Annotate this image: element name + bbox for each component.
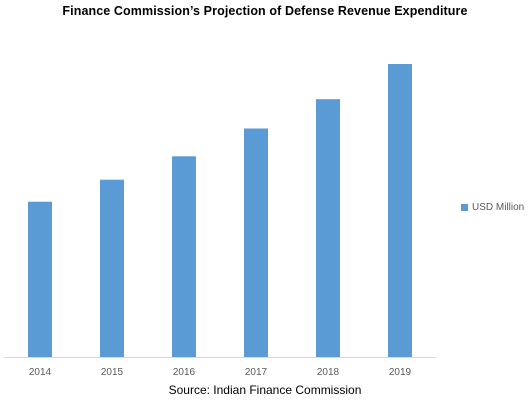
x-tick-label-2017: 2017 [245, 367, 268, 378]
source-note: Source: Indian Finance Commission [168, 383, 362, 397]
legend-label: USD Million [472, 202, 525, 213]
x-tick-label-2015: 2015 [101, 367, 124, 378]
bar-2018 [316, 99, 340, 357]
x-tick-label-2018: 2018 [317, 367, 340, 378]
bars-layer [28, 64, 412, 357]
chart-title: Finance Commission’s Projection of Defen… [62, 4, 468, 18]
x-tick-labels: 2014 2015 2016 2017 2018 2019 [29, 367, 412, 378]
bar-2014 [28, 201, 52, 357]
x-tick-label-2019: 2019 [389, 367, 412, 378]
bar-2017 [244, 128, 268, 357]
bar-2015 [100, 179, 124, 357]
x-tick-label-2014: 2014 [29, 367, 52, 378]
bar-2016 [172, 156, 196, 357]
bar-2019 [388, 64, 412, 357]
x-tick-label-2016: 2016 [173, 367, 196, 378]
legend: USD Million [461, 202, 524, 213]
legend-swatch [461, 204, 468, 211]
